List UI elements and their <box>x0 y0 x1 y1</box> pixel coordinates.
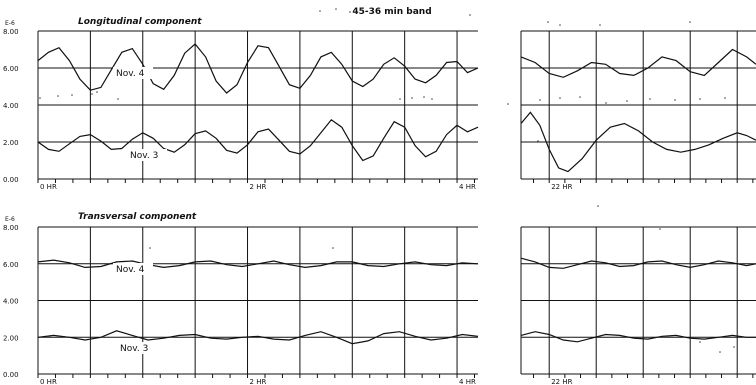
scan-speck <box>597 205 599 207</box>
scan-speck <box>399 98 401 100</box>
scan-speck <box>649 98 651 100</box>
scan-speck <box>431 98 433 100</box>
scan-speck <box>689 21 691 23</box>
y-tick-label: 6.00 <box>3 261 19 269</box>
scan-speck <box>507 103 509 105</box>
y-tick-label: 4.00 <box>3 102 19 110</box>
series-line <box>520 331 756 343</box>
scan-speck <box>332 247 334 249</box>
scan-speck <box>599 24 601 26</box>
y-tick-label: 0.00 <box>3 371 19 379</box>
scan-speck <box>354 342 356 344</box>
series-label: Nov. 3 <box>120 344 148 354</box>
scan-speck <box>117 98 119 100</box>
y-unit-label: E-6 <box>5 216 15 223</box>
scan-speck <box>57 95 59 97</box>
scan-speck <box>559 24 561 26</box>
segment-2: 22 HR <box>520 226 756 385</box>
series-line <box>520 257 756 269</box>
scan-speck <box>335 8 337 10</box>
series-label-bg <box>113 263 153 275</box>
x-tick-label: 22 HR <box>551 183 572 191</box>
scan-speck <box>469 14 471 16</box>
x-tick-label: 0 HR <box>40 183 57 191</box>
x-tick-label: 0 HR <box>40 378 57 385</box>
segment-1: 0 HR 2 HR 4 HR <box>37 30 479 191</box>
scan-speck <box>319 10 321 12</box>
scan-speck <box>699 341 701 343</box>
scan-speck <box>733 346 735 348</box>
x-tick-label: 2 HR <box>250 183 267 191</box>
figure-title: 45-36 min band <box>352 7 431 17</box>
x-tick-label: 22 HR <box>551 378 572 385</box>
y-tick-label: 8.00 <box>3 224 19 232</box>
panel-title: Transversal component <box>78 212 197 222</box>
y-tick-label: 2.00 <box>3 334 19 342</box>
series-label-bg <box>127 149 167 161</box>
y-unit-label: E-6 <box>5 20 15 27</box>
x-tick-label: 2 HR <box>250 378 267 385</box>
scan-speck <box>724 97 726 99</box>
series-line <box>37 259 479 269</box>
scan-speck <box>579 96 581 98</box>
scan-speck <box>559 97 561 99</box>
series-label: Nov. 3 <box>130 151 158 161</box>
series-line <box>37 330 479 345</box>
y-tick-label: 2.00 <box>3 139 19 147</box>
segment-2: 22 HR <box>520 30 756 191</box>
series-line <box>37 118 479 162</box>
scan-speck <box>96 91 98 93</box>
scan-speck <box>411 97 413 99</box>
scan-speck <box>423 96 425 98</box>
scan-speck <box>626 100 628 102</box>
scan-speck <box>719 351 721 353</box>
y-tick-label: 0.00 <box>3 176 19 184</box>
y-tick-label: 4.00 <box>3 298 19 306</box>
scan-speck <box>674 99 676 101</box>
segment-1: 0 HR 2 HR 4 HR <box>37 226 479 385</box>
scan-speck <box>539 99 541 101</box>
x-tick-label: 4 HR <box>459 378 476 385</box>
series-line <box>37 43 479 94</box>
chart-panels: Longitudinal component E-6 0.00 2.00 4.00 6.0… <box>3 8 756 385</box>
panel-2: Transversal component E-6 0.00 2.00 4.00 6.00… <box>3 212 756 385</box>
y-tick-label: 6.00 <box>3 65 19 73</box>
scan-speck <box>659 228 661 230</box>
series-label-bg <box>117 342 157 354</box>
series-line <box>520 48 756 78</box>
series-line <box>520 111 756 173</box>
scan-speck <box>71 94 73 96</box>
panel-1: Longitudinal component E-6 0.00 2.00 4.00 6.0… <box>3 17 756 191</box>
scan-speck <box>537 140 539 142</box>
scan-speck <box>547 21 549 23</box>
series-label-bg <box>113 67 153 79</box>
scan-speck <box>699 98 701 100</box>
series-label: Nov. 4 <box>116 69 145 79</box>
series-label: Nov. 4 <box>116 265 145 275</box>
panel-title: Longitudinal component <box>78 17 202 27</box>
x-tick-label: 4 HR <box>459 183 476 191</box>
scan-speck <box>39 97 41 99</box>
scan-speck <box>605 102 607 104</box>
scan-speck <box>349 11 351 13</box>
scan-speck <box>91 93 93 95</box>
y-tick-label: 8.00 <box>3 28 19 36</box>
scan-speck <box>149 247 151 249</box>
